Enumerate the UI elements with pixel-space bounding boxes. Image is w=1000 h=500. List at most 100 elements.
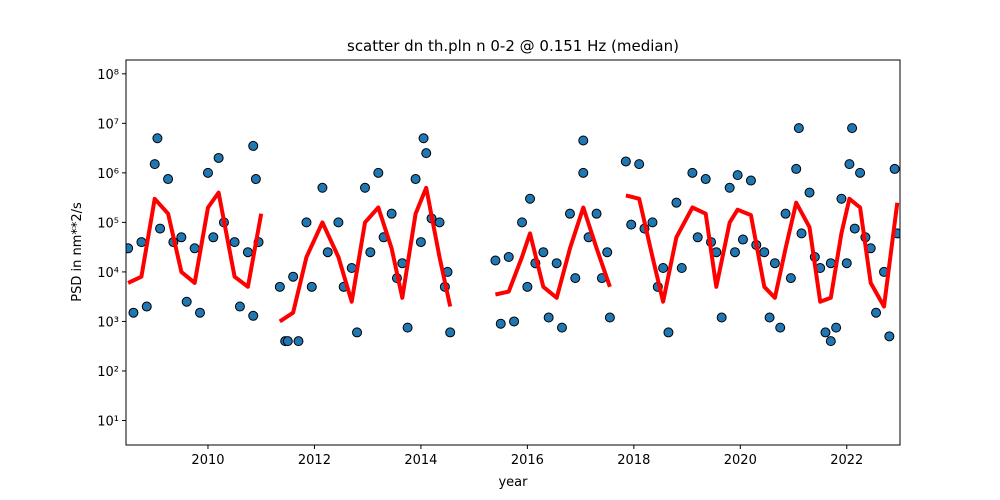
scatter-point [288,271,299,282]
scatter-point [847,123,858,134]
scatter-point [556,322,567,333]
axes-frame [125,59,901,446]
scatter-point [692,232,703,243]
scatter-point [136,237,147,248]
y-tick-label: 10⁴ [97,266,119,281]
scatter-point [602,247,613,258]
x-tick-label: 2018 [617,453,650,468]
scatter-point [317,182,328,193]
scatter-point [503,252,514,263]
scatter-point [373,167,384,178]
scatter-point [764,312,775,323]
x-axis-label: year [498,475,528,490]
scatter-point [543,312,554,323]
scatter-point [884,331,895,342]
scatter-point [155,223,166,234]
scatter-point [769,258,780,269]
scatter-point [490,255,501,266]
scatter-point [141,301,152,312]
scatter-point [578,167,589,178]
scatter-point [242,247,253,258]
scatter-point [333,217,344,228]
scatter-point [578,135,589,146]
scatter-point [410,174,421,185]
scatter-point [820,327,831,338]
scatter-point [804,187,815,198]
scatter-point [889,163,900,174]
scatter-point [676,262,687,273]
scatter-point [213,152,224,163]
scatter-point [791,163,802,174]
scatter-point [687,167,698,178]
scatter-point [128,307,139,318]
scatter-point [604,312,615,323]
scatter-point [775,322,786,333]
scatter-point [229,237,240,248]
y-tick-label: 10⁶ [97,167,119,182]
scatter-point [421,148,432,159]
scatter-point [234,301,245,312]
scatter-point [301,217,312,228]
scatter-point [658,262,669,273]
x-tick-label: 2016 [511,453,544,468]
scatter-point [732,170,743,181]
scatter-point [793,123,804,134]
y-tick-label: 10¹ [97,414,119,429]
scatter-point [796,228,807,239]
scatter-point [517,217,528,228]
scatter-point [724,182,735,193]
scatter-point [208,232,219,243]
scatter-point [181,296,192,307]
scatter-point [152,133,163,144]
scatter-point [564,208,575,219]
scatter-point [663,327,674,338]
y-tick-label: 10⁵ [97,216,119,231]
scatter-point [248,140,259,151]
chart-title: scatter dn th.pln n 0-2 @ 0.151 Hz (medi… [347,37,679,55]
scatter-point [248,310,259,321]
scatter-point [149,159,160,170]
scatter-point [250,174,261,185]
y-tick-label: 10² [97,365,119,380]
scatter-point [194,307,205,318]
scatter-point [495,318,506,329]
scatter-point [785,273,796,284]
scatter-point [352,327,363,338]
scatter-point [647,217,658,228]
scatter-point [509,316,520,327]
scatter-point [737,234,748,245]
scatter-point [415,237,426,248]
scatter-point [626,219,637,230]
scatter-point [745,175,756,186]
scatter-point [202,167,213,178]
scatter-point [445,327,456,338]
scatter-point [386,208,397,219]
scatter-point [831,322,842,333]
scatter-point [871,307,882,318]
scatter-point [306,281,317,292]
scatter-point [836,193,847,204]
scatter-point [365,247,376,258]
scatter-point [634,159,645,170]
scatter-point [402,322,413,333]
x-tick-label: 2014 [404,453,437,468]
scatter-point [163,174,174,185]
scatter-point [176,232,187,243]
scatter-point [716,312,727,323]
y-tick-label: 10³ [97,315,119,330]
scatter-point [620,156,631,167]
scatter-point [841,258,852,269]
scatter-point [759,247,770,258]
x-tick-label: 2012 [298,453,331,468]
plot-area [126,123,900,347]
scatter-point [729,247,740,258]
scatter-point [671,197,682,208]
x-tick-label: 2020 [724,453,757,468]
scatter-point [825,336,836,347]
scatter-point [126,243,134,254]
scatter-point [700,174,711,185]
scatter-point [591,208,602,219]
median-line [127,185,900,324]
